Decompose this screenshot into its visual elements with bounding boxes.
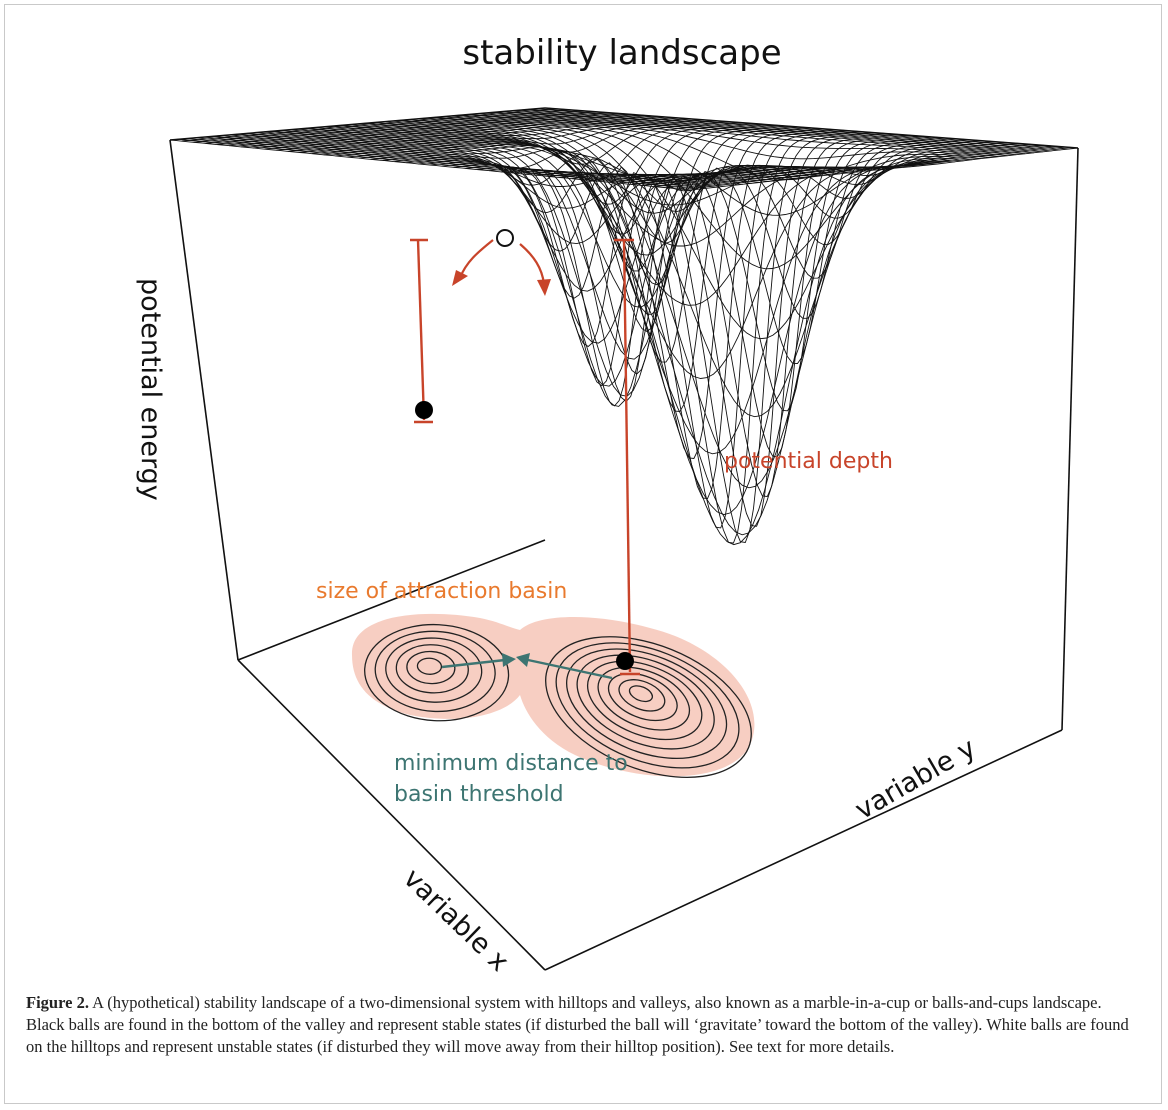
distance-arrowhead-left xyxy=(502,653,516,667)
wireframe-line xyxy=(666,145,1054,189)
contour-line xyxy=(607,672,678,722)
contour-line xyxy=(395,644,469,694)
unstable-ball-hilltop xyxy=(496,229,514,247)
annotation-basin-size: size of attraction basin xyxy=(316,579,567,604)
bounding-box xyxy=(169,107,1079,971)
contour-line xyxy=(597,666,691,731)
wireframe-line xyxy=(477,131,861,544)
arrowhead-left xyxy=(452,270,468,286)
wireframe-line xyxy=(493,111,1026,155)
box-edge-floor-back-left xyxy=(237,539,546,661)
wireframe-line xyxy=(476,113,1008,157)
wireframe-line xyxy=(678,146,1066,190)
wireframe-line xyxy=(595,140,982,219)
surface-wireframe xyxy=(169,107,1079,546)
contour-line xyxy=(416,657,443,675)
wireframe-line xyxy=(489,132,873,544)
contour-line xyxy=(586,660,703,741)
box-edge-back-right xyxy=(1061,147,1079,731)
annotation-potential-depth: potential depth xyxy=(724,449,893,474)
contour-line xyxy=(406,650,456,685)
wireframe-line xyxy=(527,109,1061,151)
figure-frame xyxy=(4,4,1162,1104)
contours-left-basin xyxy=(364,623,510,722)
wireframe-line xyxy=(365,122,893,306)
wireframe-line xyxy=(654,144,1042,188)
box-edge-floor-front-left xyxy=(237,659,546,971)
wireframe-line xyxy=(502,111,1034,154)
wireframe-line xyxy=(607,141,994,199)
depth-bar-left xyxy=(416,239,426,421)
wireframe-line xyxy=(417,118,946,489)
distance-arrow-left xyxy=(441,658,506,669)
wireframe-line xyxy=(453,129,836,500)
figure-caption: Figure 2. A (hypothetical) stability lan… xyxy=(26,992,1136,1058)
attraction-basins xyxy=(351,613,755,779)
distance-arrowhead-right xyxy=(516,653,530,667)
wireframe-line xyxy=(619,142,1006,186)
caption-text: A (hypothetical) stability landscape of … xyxy=(26,993,1129,1056)
contour-line xyxy=(576,654,715,750)
wireframe-line xyxy=(571,138,957,279)
arrowhead-right xyxy=(537,279,551,296)
distance-arrows xyxy=(441,653,613,680)
axis-label-variable-y: variable y xyxy=(850,732,981,826)
wireframe-line xyxy=(400,119,929,546)
annotation-distance-line1: minimum distance to xyxy=(394,751,628,776)
wireframe-line xyxy=(306,127,832,308)
figure-title: stability landscape xyxy=(462,33,781,73)
wireframe-line xyxy=(391,120,920,516)
wireframe-line xyxy=(408,119,937,536)
depth-bars xyxy=(410,238,640,676)
contour-line xyxy=(555,642,740,769)
wireframe-line xyxy=(544,107,1079,149)
wireframe-line xyxy=(485,112,1017,156)
wireframe-line xyxy=(519,109,1052,152)
contours-right-basin xyxy=(545,636,752,779)
arrow-to-right-valley xyxy=(519,243,546,285)
axis-label-potential-energy: potential energy xyxy=(135,278,166,501)
wireframe-line xyxy=(510,110,1043,153)
wireframe-line xyxy=(583,139,970,246)
annotation-distance-line2: basin threshold xyxy=(394,782,564,807)
wireframe-line xyxy=(536,135,921,412)
contour-line xyxy=(364,623,510,722)
box-edge-back-left xyxy=(169,139,239,661)
distance-arrow-right xyxy=(527,658,613,680)
wireframe-line xyxy=(441,128,824,459)
wireframe-line xyxy=(630,143,1018,185)
stability-landscape-figure: stability landscape xyxy=(135,33,1079,978)
contour-line xyxy=(628,685,654,703)
wireframe-line xyxy=(689,147,1079,191)
wireframe-line xyxy=(642,143,1030,186)
wireframe-line xyxy=(468,114,999,160)
wireframe-line xyxy=(500,133,885,527)
contour-line xyxy=(385,637,483,703)
box-edge-floor-front-right xyxy=(544,729,1063,971)
depth-bar-right xyxy=(622,239,632,673)
wireframe-line xyxy=(459,114,990,181)
stable-ball-right xyxy=(616,652,634,670)
caption-label: Figure 2. xyxy=(26,993,89,1012)
perturbation-arrows xyxy=(452,239,551,296)
contour-line xyxy=(618,679,666,712)
wireframe-line xyxy=(434,117,964,340)
stable-ball-left xyxy=(415,401,433,419)
contour-line xyxy=(565,648,728,760)
wireframe-line xyxy=(524,134,909,458)
contour-line xyxy=(374,630,496,713)
contour-line xyxy=(545,636,752,779)
wireframe-line xyxy=(374,122,902,379)
arrow-to-left-valley xyxy=(458,239,494,279)
wireframe-line xyxy=(536,108,1070,150)
wireframe-line xyxy=(512,133,897,497)
